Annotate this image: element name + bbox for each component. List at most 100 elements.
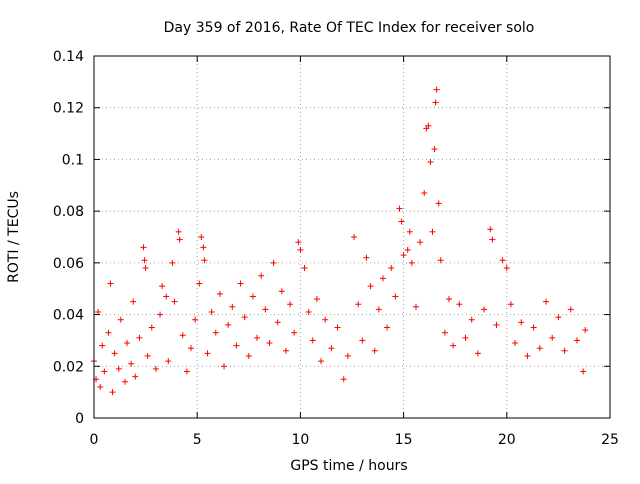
data-point (254, 334, 261, 341)
data-point (183, 368, 190, 375)
data-point (408, 259, 415, 266)
data-point (435, 200, 442, 207)
data-point (297, 246, 304, 253)
data-point (262, 306, 269, 313)
data-point (121, 378, 128, 385)
data-point (340, 376, 347, 383)
data-point (446, 296, 453, 303)
y-tick-label: 0.02 (53, 359, 84, 375)
data-point (196, 280, 203, 287)
data-point (200, 244, 207, 251)
data-point (115, 365, 122, 372)
x-tick-label: 5 (193, 432, 202, 448)
data-point (388, 265, 395, 272)
data-point (144, 352, 151, 359)
data-point (367, 283, 374, 290)
data-point (499, 257, 506, 264)
x-tick-label: 15 (395, 432, 413, 448)
data-point (392, 293, 399, 300)
data-point (487, 226, 494, 233)
x-tick-label: 20 (498, 432, 516, 448)
data-point (518, 319, 525, 326)
data-point (111, 350, 118, 357)
data-point (204, 350, 211, 357)
data-point (489, 236, 496, 243)
data-point (456, 301, 463, 308)
data-point (437, 257, 444, 264)
data-point (229, 303, 236, 310)
data-point (192, 316, 199, 323)
data-point (375, 306, 382, 313)
data-point (371, 347, 378, 354)
data-point (536, 345, 543, 352)
data-point (95, 308, 102, 315)
data-point (233, 342, 240, 349)
data-point (141, 257, 148, 264)
x-axis-label: GPS time / hours (290, 458, 407, 474)
data-point (481, 306, 488, 313)
data-point (432, 99, 439, 106)
data-point (351, 234, 358, 240)
data-point (295, 239, 302, 246)
data-point (441, 329, 448, 336)
data-point (148, 324, 155, 331)
data-point (412, 303, 419, 310)
data-point (301, 265, 308, 272)
data-point (305, 308, 312, 315)
data-point (117, 316, 124, 323)
x-tick-label: 25 (601, 432, 619, 448)
data-point (404, 246, 411, 253)
data-point (309, 337, 316, 344)
data-point (334, 324, 341, 331)
ticks-layer: 0 5 10 15 20 25 0 0.02 0.04 0.06 0.08 0.1 0.12 0.14 (53, 49, 619, 448)
data-point (555, 314, 562, 321)
data-point (179, 332, 186, 339)
data-point (107, 280, 114, 287)
data-point (421, 190, 428, 197)
y-tick-label: 0.12 (53, 101, 84, 117)
data-point (425, 122, 432, 129)
y-axis-label: ROTI / TECUs (6, 191, 22, 283)
data-point (379, 275, 386, 282)
data-point (171, 298, 178, 305)
data-point (543, 298, 550, 305)
data-point (462, 334, 469, 341)
data-point (266, 340, 273, 347)
data-point (124, 340, 131, 347)
data-point (241, 314, 248, 321)
data-point (493, 321, 500, 328)
data-point (140, 244, 147, 251)
data-point (142, 265, 149, 272)
data-point (109, 389, 116, 396)
data-point (278, 288, 285, 295)
data-point (503, 265, 510, 272)
data-point (225, 321, 232, 328)
data-point (474, 350, 481, 357)
data-point (159, 283, 166, 290)
data-point (132, 373, 139, 380)
y-tick-label: 0.08 (53, 204, 84, 220)
y-tick-label: 0.14 (53, 49, 84, 65)
data-point (97, 383, 104, 390)
data-point (101, 368, 108, 375)
data-point (384, 324, 391, 331)
y-tick-label: 0.1 (62, 152, 84, 168)
data-point (582, 327, 589, 334)
data-point (237, 280, 244, 287)
data-point (429, 228, 436, 235)
y-tick-label: 0.04 (53, 308, 84, 324)
x-tick-label: 10 (291, 432, 309, 448)
data-point (258, 272, 265, 279)
data-point (105, 329, 112, 336)
data-point (274, 319, 281, 326)
data-point (512, 340, 519, 347)
data-point (398, 218, 405, 225)
data-point (406, 228, 413, 235)
data-point (175, 228, 182, 235)
data-point (169, 259, 176, 266)
data-points-layer (91, 86, 589, 396)
data-point (188, 345, 195, 352)
chart-title: Day 359 of 2016, Rate Of TEC Index for r… (164, 20, 535, 36)
